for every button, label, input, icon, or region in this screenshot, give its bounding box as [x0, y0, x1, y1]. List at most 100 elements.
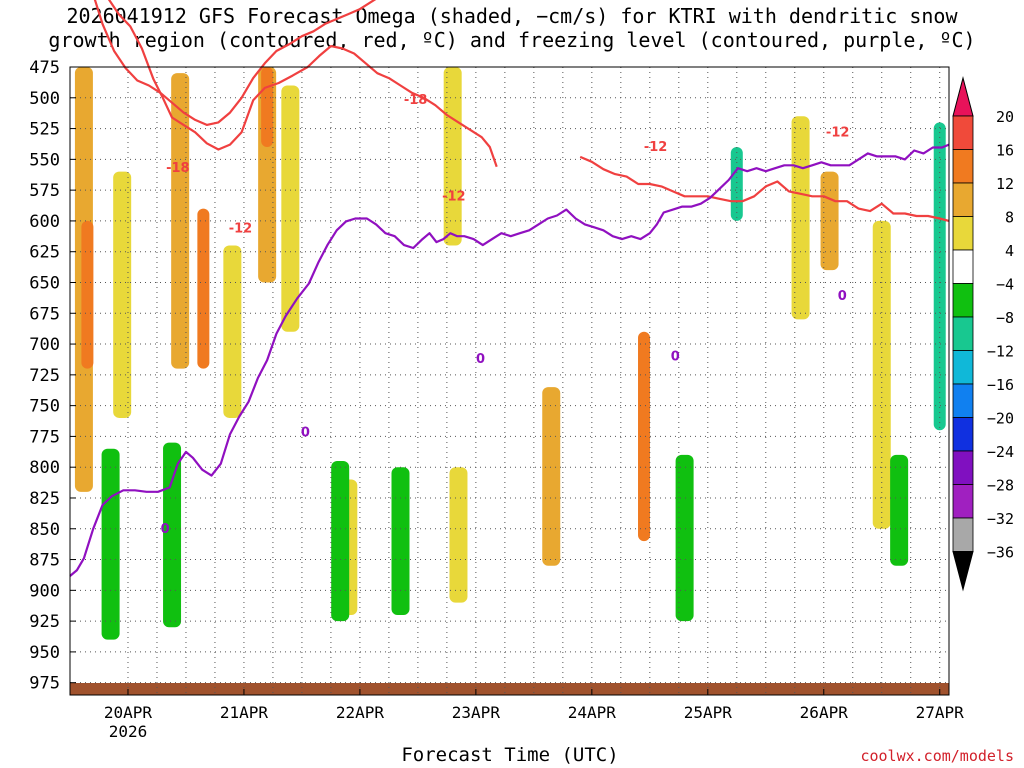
x-tick-label: 22APR	[336, 703, 385, 722]
x-tick-label: 25APR	[684, 703, 733, 722]
y-tick-label: 850	[29, 520, 60, 540]
ground-terrain	[70, 683, 949, 695]
omega-cell	[443, 67, 462, 246]
y-axis-ticks: 475 500 525 550 575 600 625 650 675 700 725 750 775 8…	[29, 58, 76, 694]
colorbar-label: −8	[996, 309, 1014, 327]
colorbar-swatch	[952, 450, 974, 485]
colorbar-swatch	[952, 115, 974, 150]
colorbar-label: −32	[987, 510, 1014, 528]
chart-title: 2026041912 GFS Forecast Omega (shaded, −…	[0, 4, 1024, 52]
colorbar-top-arrow	[952, 76, 974, 117]
y-tick-label: 475	[29, 58, 60, 78]
y-tick-label: 800	[29, 458, 60, 478]
x-tick-label: 20APR	[104, 703, 153, 722]
y-tick-label: 775	[29, 427, 60, 447]
title-line-1: 2026041912 GFS Forecast Omega (shaded, −…	[66, 4, 958, 28]
y-tick-label: 525	[29, 120, 60, 140]
colorbar-label: −16	[987, 376, 1014, 394]
contour-label: -18	[404, 93, 428, 108]
omega-cell	[113, 171, 132, 418]
contour-label: -12	[826, 125, 850, 140]
contour-label: -18	[166, 161, 190, 176]
omega-cell	[791, 116, 810, 320]
colorbar-label: −12	[987, 343, 1014, 361]
y-tick-label: 875	[29, 551, 60, 571]
title-line-2: growth region (contoured, red, ºC) and f…	[48, 28, 976, 52]
y-tick-label: 600	[29, 212, 60, 232]
x-axis-label: Forecast Time (UTC)	[401, 744, 619, 766]
y-tick-label: 500	[29, 89, 60, 109]
colorbar-swatch	[952, 417, 974, 452]
omega-cell	[675, 454, 694, 622]
colorbar-bottom-arrow	[952, 551, 974, 592]
colorbar-swatch	[952, 383, 974, 418]
x-tick-label: 26APR	[800, 703, 849, 722]
omega-cell	[391, 467, 410, 615]
omega-cell	[542, 387, 561, 566]
colorbar-swatch	[952, 350, 974, 385]
colorbar: 20 16 12 8 4 −4 −8 −12 −16 −20 −24 −28 −32 −36	[952, 76, 1014, 592]
colorbar-swatch	[952, 249, 974, 284]
omega-cell	[638, 331, 651, 542]
y-tick-label: 725	[29, 366, 60, 386]
y-tick-label: 975	[29, 674, 60, 694]
y-tick-label: 675	[29, 304, 60, 324]
credit-link[interactable]: coolwx.com/models	[860, 747, 1014, 765]
colorbar-label: −20	[987, 410, 1014, 428]
contour-lines	[69, 0, 950, 577]
colorbar-label: −24	[987, 443, 1014, 461]
contour-label: -12	[229, 221, 253, 236]
y-tick-label: 650	[29, 273, 60, 293]
colorbar-swatch	[952, 182, 974, 217]
omega-cell	[223, 245, 242, 418]
contour-label: -12	[442, 189, 466, 204]
x-tick-label: 21APR	[220, 703, 269, 722]
colorbar-label: 8	[1005, 209, 1014, 227]
colorbar-swatch	[952, 216, 974, 251]
y-tick-label: 625	[29, 243, 60, 263]
omega-cell	[730, 147, 743, 221]
contour-labels: -18 -18 -12 -12 -12 -12 0 0 0 0 0	[161, 93, 850, 537]
colorbar-label: 4	[1005, 242, 1014, 260]
omega-cell	[197, 208, 210, 369]
colorbar-swatch	[952, 517, 974, 552]
colorbar-label: −28	[987, 477, 1014, 495]
y-tick-label: 950	[29, 643, 60, 663]
contour-line	[107, 0, 498, 168]
contour-label: 0	[671, 349, 680, 364]
contour-line	[579, 155, 950, 222]
contour-line	[93, 0, 377, 126]
colorbar-label: 20	[996, 108, 1014, 126]
omega-cell	[281, 85, 300, 332]
contour-label: -12	[644, 140, 668, 155]
gridlines	[70, 66, 949, 695]
omega-cell	[261, 67, 274, 148]
x-tick-label: 23APR	[452, 703, 501, 722]
omega-cell	[101, 448, 120, 640]
omega-cell	[81, 220, 94, 369]
omega-cell	[872, 220, 891, 529]
colorbar-swatch	[952, 283, 974, 318]
x-tick-year: 2026	[109, 722, 148, 741]
colorbar-label: 16	[996, 142, 1014, 160]
y-tick-label: 825	[29, 489, 60, 509]
omega-cell	[890, 454, 909, 566]
colorbar-label: 12	[996, 175, 1014, 193]
contour-label: 0	[838, 289, 847, 304]
y-tick-label: 550	[29, 150, 60, 170]
omega-cell	[449, 467, 468, 603]
omega-cell	[933, 122, 946, 431]
y-tick-label: 925	[29, 612, 60, 632]
contour-line	[69, 143, 950, 577]
contour-label: 0	[161, 522, 170, 537]
x-tick-label: 24APR	[568, 703, 617, 722]
y-tick-label: 750	[29, 397, 60, 417]
y-tick-label: 900	[29, 581, 60, 601]
colorbar-swatch	[952, 149, 974, 184]
colorbar-label: −36	[987, 544, 1014, 562]
colorbar-swatch	[952, 316, 974, 351]
contour-label: 0	[476, 352, 485, 367]
x-tick-label: 27APR	[916, 703, 965, 722]
